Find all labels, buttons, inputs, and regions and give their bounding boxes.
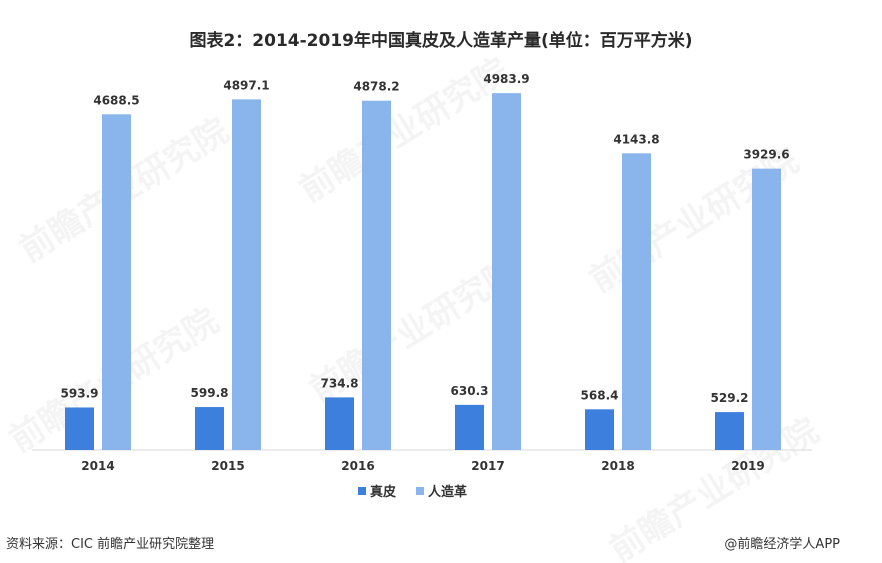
legend: 真皮 人造革 (358, 484, 467, 500)
data-label-real: 529.2 (711, 391, 749, 405)
bar-real-leather (585, 409, 614, 450)
bar-real-leather (195, 407, 224, 450)
x-tick-label: 2019 (731, 459, 764, 473)
data-label-artificial: 4143.8 (613, 132, 659, 146)
bar-artificial-leather (752, 168, 781, 451)
x-tick-label: 2015 (211, 459, 244, 473)
x-tick-label: 2014 (81, 459, 114, 473)
data-labels-layer: 593.9 4688.5 599.8 4897.1 734.8 4878.2 630.3 49… (61, 72, 790, 405)
credit-note: @前瞻经济学人APP (724, 537, 840, 552)
data-label-artificial: 4897.1 (223, 78, 269, 92)
bar-real-leather (715, 412, 744, 450)
data-label-real: 593.9 (61, 386, 99, 400)
data-label-artificial: 4688.5 (93, 93, 139, 107)
bar-real-leather (455, 404, 484, 450)
data-label-artificial: 4983.9 (483, 72, 529, 86)
x-tick-label: 2018 (601, 459, 634, 473)
bar-artificial-leather (102, 114, 131, 450)
bar-artificial-leather (492, 93, 521, 450)
bar-artificial-leather (362, 100, 391, 450)
chart-title: 图表2：2014-2019年中国真皮及人造革产量(单位：百万平方米) (189, 31, 693, 51)
data-label-artificial: 3929.6 (743, 148, 789, 162)
legend-label: 人造革 (428, 484, 467, 500)
x-tick-label: 2016 (341, 459, 374, 473)
source-note: 资料来源：CIC 前瞻产业研究院整理 (6, 537, 215, 552)
legend-label: 真皮 (370, 484, 396, 500)
bar-artificial-leather (232, 99, 261, 450)
watermark-text: 前瞻产业研究院 (293, 51, 516, 211)
legend-swatch (358, 487, 366, 495)
bar-real-leather (325, 397, 354, 450)
bar-artificial-leather (622, 153, 651, 450)
data-label-real: 734.8 (321, 376, 359, 390)
x-tick-labels-layer: 2014 2015 2016 2017 2018 2019 (81, 459, 764, 473)
legend-swatch (416, 487, 424, 495)
data-label-real: 599.8 (191, 386, 229, 400)
data-label-real: 630.3 (451, 384, 489, 398)
data-label-artificial: 4878.2 (353, 80, 399, 94)
bar-real-leather (65, 407, 94, 450)
data-label-real: 568.4 (581, 388, 619, 402)
bars-layer (65, 93, 781, 451)
x-tick-label: 2017 (471, 459, 504, 473)
